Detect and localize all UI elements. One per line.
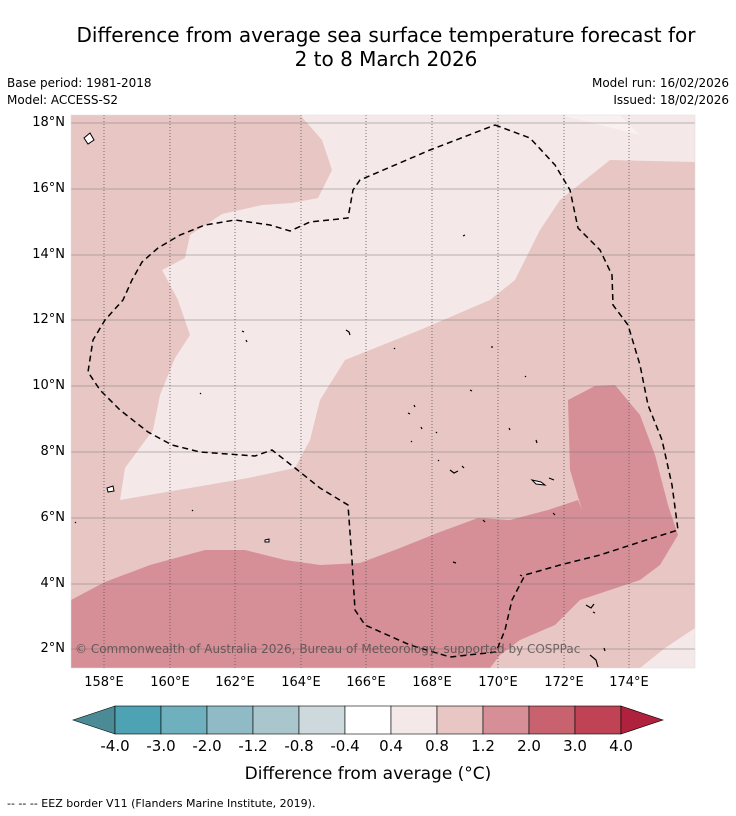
colorbar-cell [206,705,254,735]
lon-label: 174°E [609,675,649,690]
colorbar-cell [390,705,438,735]
colorbar-cell [298,705,346,735]
colorbar-cell [344,705,392,735]
lat-label: 6°N [40,510,66,525]
lon-label: 158°E [84,675,124,690]
issued-date: Issued: 18/02/2026 [613,93,729,107]
colorbar-cell [252,705,300,735]
colorbar-cell [436,705,484,735]
islands [83,132,547,543]
lon-label: 164°E [281,675,321,690]
colorbar-tick: -1.2 [238,737,268,755]
chart-title-line1: Difference from average sea surface temp… [76,23,696,47]
lat-label: 2°N [40,641,66,656]
colorbar-cell [528,705,576,735]
colorbar-cell [160,705,208,735]
colorbar-tick: -2.0 [192,737,222,755]
colorbar-tick: -0.4 [330,737,360,755]
lon-label: 166°E [346,675,386,690]
colorbar-cell [574,705,622,735]
lon-gridlines [103,115,630,668]
lon-label: 162°E [215,675,255,690]
colorbar-tick: -0.8 [284,737,314,755]
colorbar-tick: 0.4 [379,737,403,755]
colorbar-cell [482,705,530,735]
colorbar-upper-extend [620,705,664,735]
colorbar [72,705,664,735]
small-islets [74,234,606,668]
colorbar-cell [114,705,162,735]
colorbar-tick: -4.0 [100,737,130,755]
anomaly-band-light-ne [560,115,640,135]
colorbar-tick: 1.2 [471,737,495,755]
colorbar-tick: 0.8 [425,737,449,755]
base-period: Base period: 1981-2018 [7,76,152,90]
lat-label: 16°N [32,181,65,196]
lat-label: 18°N [32,115,65,130]
map-frame [70,114,696,669]
chart-title-line2: 2 to 8 March 2026 [294,47,478,71]
lat-label: 8°N [40,444,66,459]
lon-label: 168°E [412,675,452,690]
lon-label: 172°E [544,675,584,690]
copyright-text: © Commonwealth of Australia 2026, Bureau… [75,642,580,656]
lon-label: 170°E [478,675,518,690]
anomaly-band-0.4-0.8-se [640,628,695,668]
lat-label: 14°N [32,247,65,262]
colorbar-tick: 3.0 [563,737,587,755]
eez-border [87,124,679,658]
anomaly-band-0.4-0.8-north [71,115,695,500]
lon-label: 160°E [150,675,190,690]
map-plot-area: © Commonwealth of Australia 2026, Bureau… [71,115,695,668]
anomaly-band-1.2-2.0-south [71,385,678,668]
colorbar-tick: 4.0 [609,737,633,755]
colorbar-tick: 2.0 [517,737,541,755]
model-name: Model: ACCESS-S2 [7,93,119,107]
model-run-date: Model run: 16/02/2026 [591,76,729,90]
lat-label: 12°N [32,312,65,327]
lat-gridlines [71,122,695,650]
eez-legend-footnote: -- -- -- EEZ border V11 (Flanders Marine… [7,797,316,810]
colorbar-lower-extend [72,705,116,735]
lat-label: 4°N [40,576,66,591]
lat-label: 10°N [32,378,65,393]
colorbar-label: Difference from average (°C) [244,764,492,784]
colorbar-tick: -3.0 [146,737,176,755]
